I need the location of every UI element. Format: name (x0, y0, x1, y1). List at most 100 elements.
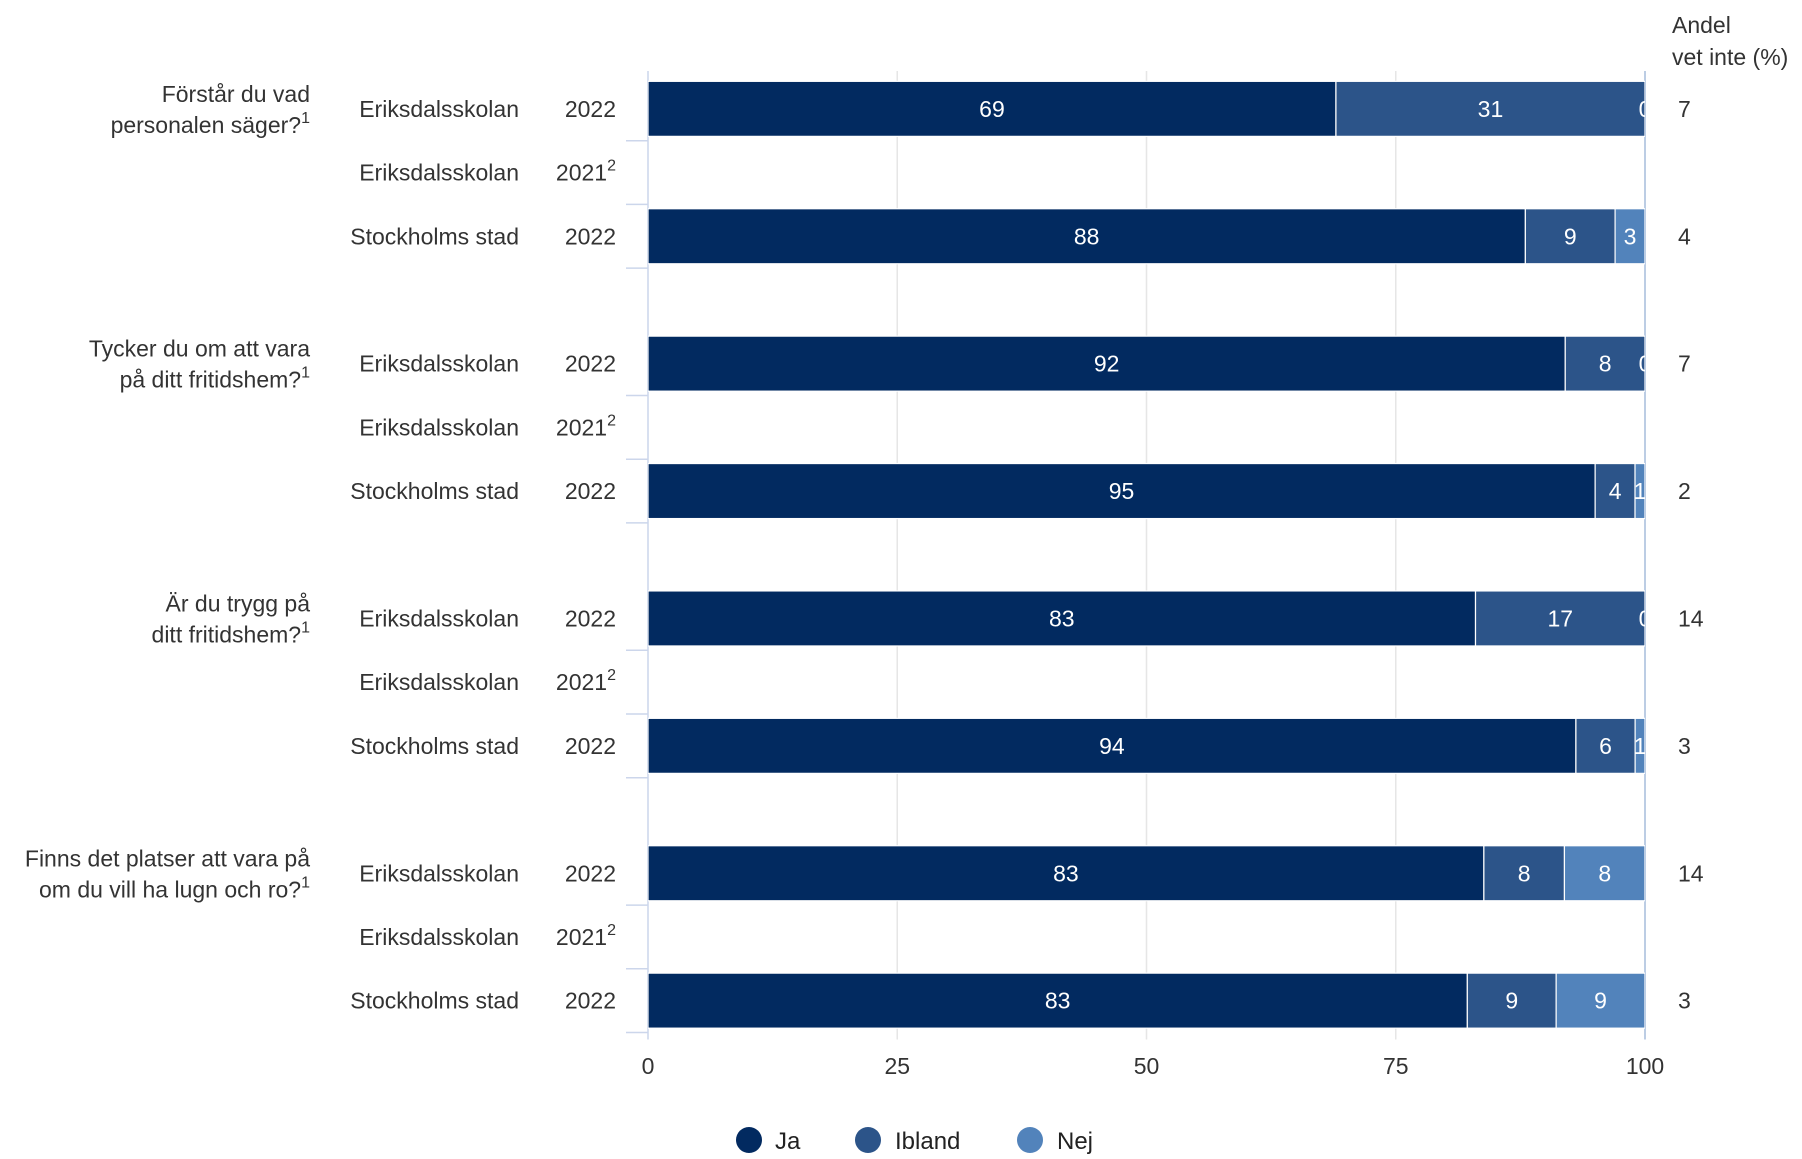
row-label-unit: Eriksdalsskolan (359, 160, 519, 186)
row-label-unit: Stockholms stad (350, 988, 519, 1014)
right-column-header-line-2: vet inte (%) (1672, 44, 1788, 70)
vet-inte-value: 14 (1678, 860, 1704, 886)
row-label-year: 2022 (565, 351, 616, 377)
bar-segment-ibland (1483, 845, 1566, 902)
bar-segment-ja (648, 208, 1526, 265)
data-label-ibland: 31 (1478, 96, 1504, 122)
row-label-year: 2021 (556, 414, 607, 440)
x-tick-label: 25 (884, 1053, 910, 1079)
data-label-ja: 83 (1049, 605, 1075, 631)
bar-segment-nej (1555, 972, 1645, 1029)
question-footnote: 1 (301, 110, 310, 127)
row-label-unit: Stockholms stad (350, 223, 519, 249)
bars-layer: 69 31 088 9 392 8 095 4 183 17 094 6 183 8 883 9 9 (648, 80, 1652, 1029)
question-label-line-2: på ditt fritidshem?1 (120, 365, 311, 393)
row-label-year: 2021 (556, 160, 607, 186)
row-label-unit: Eriksdalsskolan (359, 351, 519, 377)
row-label-year-text: 2022 (565, 223, 616, 249)
bar-segment-ibland (1335, 80, 1645, 137)
row-label-year-text: 20212 (556, 158, 616, 186)
legend-marker-ibland (855, 1127, 881, 1153)
row-label-year-text: 2022 (565, 96, 616, 122)
bar-segment-ja (648, 972, 1468, 1029)
question-label-line-2: personalen säger?1 (111, 110, 311, 138)
row-label-unit: Eriksdalsskolan (359, 669, 519, 695)
row-label-unit: Eriksdalsskolan (359, 414, 519, 440)
legend-item-nej[interactable]: Nej (1017, 1127, 1093, 1155)
vet-inte-value: 3 (1678, 733, 1691, 759)
data-label-ja: 88 (1074, 223, 1100, 249)
row-label-year: 2022 (565, 605, 616, 631)
row-label-year: 2022 (565, 733, 616, 759)
vet-inte-value: 3 (1678, 988, 1691, 1014)
question-line-2: på ditt fritidshem? (120, 367, 302, 393)
question-line-1: Är du trygg på (166, 590, 311, 616)
row-label-unit: Stockholms stad (350, 733, 519, 759)
year-footnote: 2 (607, 667, 616, 684)
year-footnote: 2 (607, 158, 616, 175)
row-label-year: 2022 (565, 988, 616, 1014)
vet-inte-value: 14 (1678, 605, 1704, 631)
vet-inte-value: 7 (1678, 351, 1691, 377)
data-label-ja: 83 (1053, 860, 1079, 886)
legend-item-ibland[interactable]: Ibland (855, 1127, 960, 1155)
x-tick-label: 0 (642, 1053, 655, 1079)
bar-segment-ja (648, 462, 1596, 520)
row-label-year: 2021 (556, 669, 607, 695)
question-line-2: personalen säger? (111, 112, 302, 138)
row-label-unit: Eriksdalsskolan (359, 605, 519, 631)
row-label-year-text: 2022 (565, 605, 616, 631)
vet-inte-value: 4 (1678, 223, 1691, 249)
row-label-year: 2022 (565, 96, 616, 122)
question-line-2: ditt fritidshem? (152, 621, 302, 647)
question-label-line-1: Förstår du vad (162, 81, 310, 107)
legend: Ja Ibland Nej (736, 1127, 1093, 1155)
bar-segment-nej (1634, 717, 1645, 774)
legend-label-ja: Ja (775, 1128, 801, 1155)
question-label-line-2: ditt fritidshem?1 (152, 619, 311, 647)
legend-marker-nej (1017, 1127, 1043, 1153)
bar-segment-ibland (1466, 972, 1557, 1029)
row-label-year: 2021 (556, 924, 607, 950)
row-label-year-text: 2022 (565, 733, 616, 759)
legend-item-ja[interactable]: Ja (736, 1127, 801, 1155)
bar-segment-nej (1614, 208, 1645, 265)
row-label-year-text: 20212 (556, 667, 616, 695)
row-label-unit: Eriksdalsskolan (359, 96, 519, 122)
row-label-year: 2022 (565, 860, 616, 886)
question-footnote: 1 (301, 619, 310, 636)
question-footnote: 1 (301, 874, 310, 891)
row-label-year-text: 2022 (565, 988, 616, 1014)
data-label-nej: 8 (1598, 860, 1611, 886)
bar-segment-nej (1563, 845, 1645, 902)
data-label-nej: 0 (1639, 96, 1652, 122)
question-line-2: om du vill ha lugn och ro? (39, 876, 301, 902)
data-label-nej: 3 (1624, 223, 1637, 249)
row-label-unit: Stockholms stad (350, 478, 519, 504)
data-label-ibland: 9 (1564, 223, 1577, 249)
data-label-nej: 9 (1594, 988, 1607, 1014)
vet-inte-value: 7 (1678, 96, 1691, 122)
bar-segment-ibland (1575, 717, 1636, 774)
question-line-1: Tycker du om att vara (89, 336, 310, 362)
row-label-year: 2022 (565, 478, 616, 504)
year-footnote: 2 (607, 412, 616, 429)
vet-inte-value: 2 (1678, 478, 1691, 504)
row-label-year-text: 20212 (556, 922, 616, 950)
data-label-nej: 0 (1639, 605, 1652, 631)
data-label-ibland: 8 (1599, 351, 1612, 377)
data-label-ibland: 9 (1505, 988, 1518, 1014)
row-label-year-text: 2022 (565, 478, 616, 504)
row-label-year-text: 2022 (565, 351, 616, 377)
x-tick-label: 75 (1383, 1053, 1409, 1079)
data-label-ibland: 6 (1599, 733, 1612, 759)
data-label-ja: 95 (1109, 478, 1135, 504)
bar-segment-ibland (1564, 335, 1645, 392)
row-label-year-text: 20212 (556, 412, 616, 440)
data-label-ja: 94 (1099, 733, 1125, 759)
right-column-header-line-1: Andel (1672, 12, 1731, 38)
legend-label-ibland: Ibland (895, 1128, 960, 1155)
data-label-nej: 1 (1634, 478, 1647, 504)
x-tick-label: 50 (1134, 1053, 1160, 1079)
data-label-ja: 83 (1045, 988, 1071, 1014)
